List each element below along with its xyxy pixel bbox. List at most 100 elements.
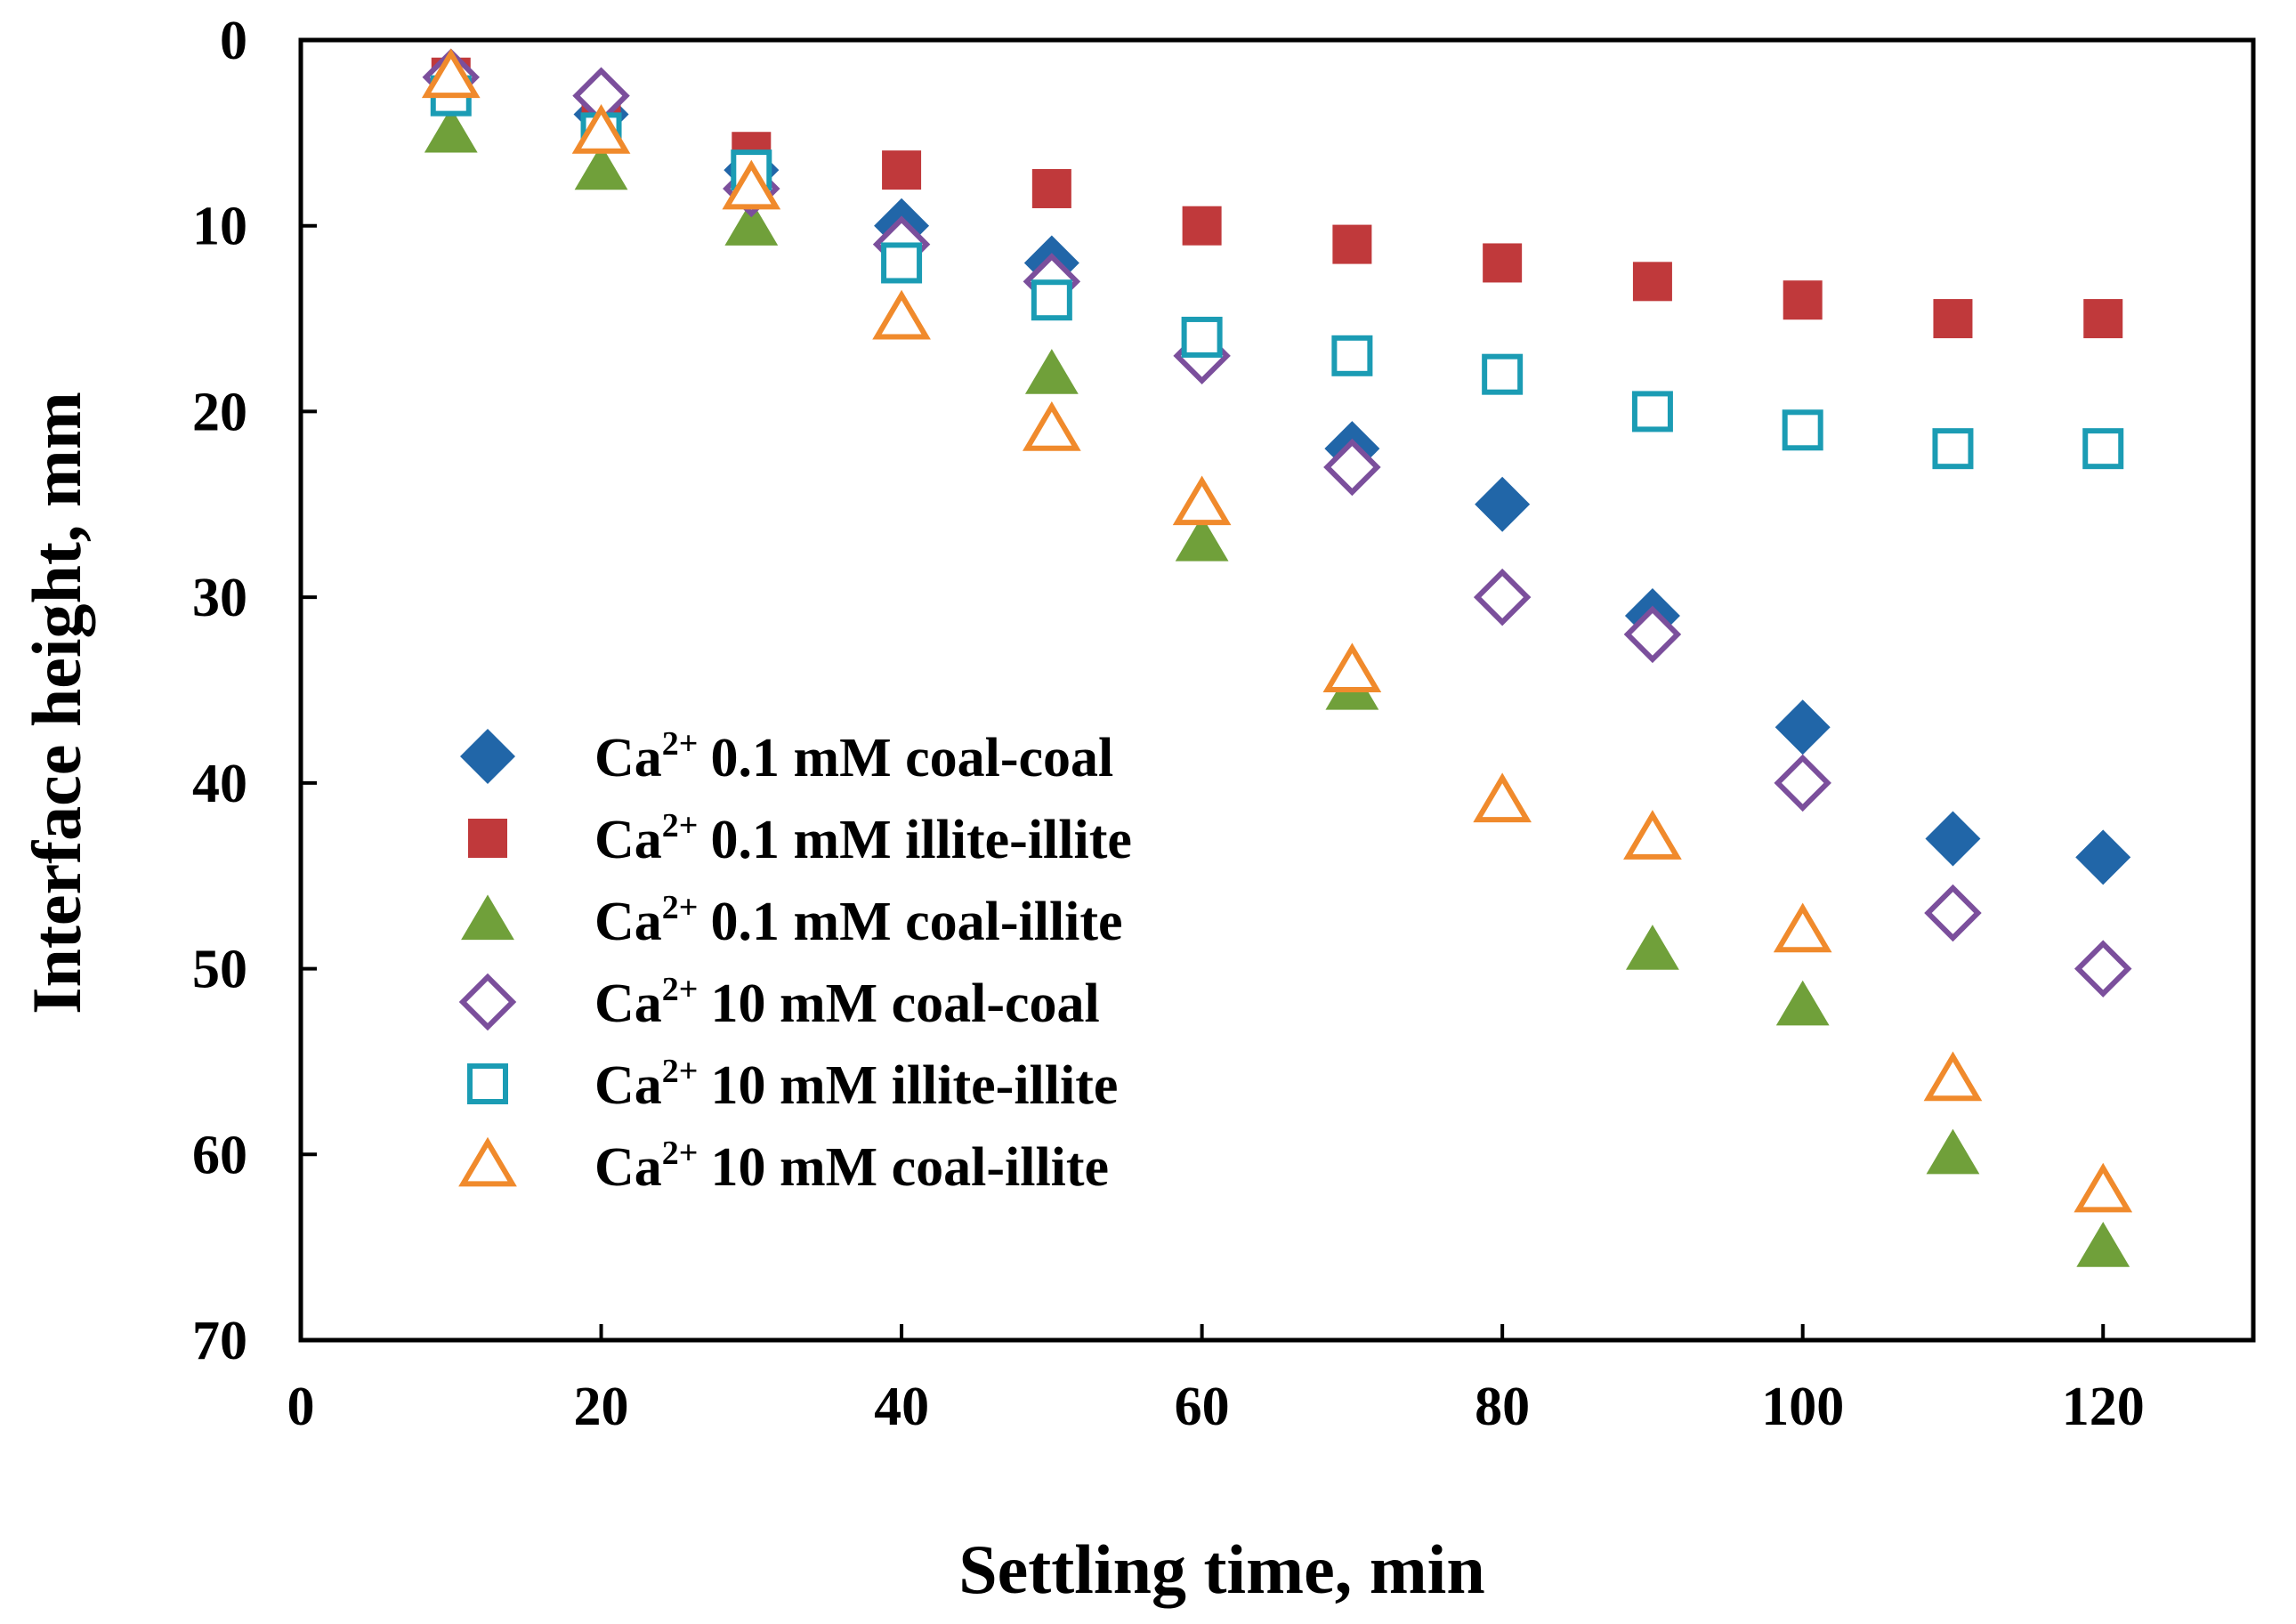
legend-label: Ca2+ 10 mM illite-illite [594, 1053, 1118, 1116]
x-tick-label: 0 [287, 1377, 315, 1437]
legend-marker [458, 973, 517, 1031]
legend-marker [468, 819, 507, 858]
data-point [1774, 754, 1831, 812]
data-point [1482, 353, 1524, 395]
data-point [2083, 299, 2123, 339]
y-tick-label: 30 [192, 568, 247, 628]
data-point [421, 48, 481, 99]
legend-ion: Ca [594, 892, 662, 952]
legend-item: Ca2+ 10 mM illite-illite [467, 1053, 1118, 1116]
y-tick-label: 70 [192, 1311, 247, 1371]
y-tick-label: 20 [192, 382, 247, 442]
data-point [2082, 428, 2124, 470]
legend-item: Ca2+ 10 mM coal-illite [458, 1135, 1109, 1198]
legend-marker [458, 1136, 517, 1187]
y-tick-label: 0 [220, 11, 247, 71]
data-point [1182, 206, 1222, 246]
x-tick-label: 40 [874, 1377, 929, 1437]
series-2 [431, 57, 2123, 339]
data-point [1322, 642, 1382, 693]
legend-marker [460, 729, 515, 784]
data-point [1473, 568, 1532, 626]
legend-label: Ca2+ 0.1 mM illite-illite [594, 807, 1132, 870]
data-point [1932, 428, 1974, 470]
data-point [1775, 980, 1830, 1026]
data-point [724, 200, 779, 246]
data-point [1924, 884, 1982, 942]
legend-desc: 10 mM coal-illite [710, 1137, 1109, 1198]
data-point [1181, 316, 1223, 358]
legend-charge: 2+ [662, 807, 699, 844]
x-tick-label: 20 [574, 1377, 629, 1437]
legend-desc: 0.1 mM illite-illite [710, 810, 1131, 870]
legend-charge: 2+ [662, 1135, 699, 1172]
data-point [2076, 1222, 2130, 1267]
data-point [1475, 476, 1531, 532]
legend-ion: Ca [594, 1137, 662, 1198]
legend-charge: 2+ [662, 1053, 699, 1090]
y-tick-label: 40 [192, 754, 247, 814]
data-point [571, 104, 631, 154]
data-point [1623, 810, 1682, 860]
legend-desc: 0.1 mM coal-illite [710, 892, 1122, 952]
plot-layer [421, 48, 2133, 1267]
data-point [1332, 224, 1372, 264]
axis-layer: 0 20 40 60 80 100 120 0 10 20 30 40 50 60 70 [192, 11, 2256, 1437]
legend-marker [467, 1063, 508, 1104]
data-point [1031, 279, 1072, 321]
legend-ion: Ca [594, 1055, 662, 1116]
legend-ion: Ca [594, 974, 662, 1034]
data-point [1926, 1128, 1980, 1175]
data-point [1175, 515, 1229, 562]
data-point [881, 242, 923, 284]
data-point [1323, 438, 1381, 497]
data-point [1773, 902, 1832, 953]
legend-marker [461, 894, 514, 941]
data-point [872, 289, 931, 340]
legend-item: Ca2+ 0.1 mM coal-coal [460, 725, 1113, 788]
legend-item: Ca2+ 10 mM coal-coal [458, 971, 1100, 1034]
data-point [882, 150, 922, 190]
y-axis-title: Interface height, mm [18, 392, 95, 1014]
legend-charge: 2+ [662, 889, 699, 926]
x-tick-label: 120 [2062, 1377, 2145, 1437]
data-point [1923, 1051, 1983, 1102]
plot-frame [298, 37, 2256, 1343]
legend-label: Ca2+ 10 mM coal-illite [594, 1135, 1109, 1198]
legend-ion: Ca [594, 728, 662, 788]
series-4 [422, 48, 2132, 998]
y-tick-label: 10 [192, 197, 247, 257]
data-point [2075, 829, 2131, 885]
data-point [1331, 335, 1373, 376]
data-point [1631, 391, 1673, 432]
data-point [1933, 299, 1973, 339]
legend-charge: 2+ [662, 725, 699, 763]
legend-desc: 10 mM illite-illite [710, 1055, 1118, 1116]
y-tick-label: 50 [192, 940, 247, 1000]
data-point [1024, 349, 1079, 394]
legend-label: Ca2+ 0.1 mM coal-coal [594, 725, 1113, 788]
series-3 [424, 107, 2130, 1267]
data-point [1775, 699, 1831, 755]
legend-desc: 0.1 mM coal-coal [710, 728, 1113, 788]
legend-charge: 2+ [662, 971, 699, 1008]
data-point [2074, 1162, 2133, 1213]
data-point [1483, 243, 1523, 283]
legend-ion: Ca [594, 810, 662, 870]
series-5 [430, 75, 2124, 470]
data-point [722, 159, 781, 210]
x-tick-label: 100 [1761, 1377, 1844, 1437]
data-point [424, 107, 478, 153]
data-point [1626, 925, 1679, 970]
legend-label: Ca2+ 10 mM coal-coal [594, 971, 1100, 1034]
data-point [1782, 409, 1823, 451]
y-tick-label: 60 [192, 1125, 247, 1185]
legend-label: Ca2+ 0.1 mM coal-illite [594, 889, 1123, 952]
series-6 [421, 48, 2133, 1213]
data-point [1473, 772, 1532, 823]
data-point [1172, 475, 1232, 526]
data-point [2074, 940, 2132, 998]
legend-item: Ca2+ 0.1 mM illite-illite [468, 807, 1132, 870]
